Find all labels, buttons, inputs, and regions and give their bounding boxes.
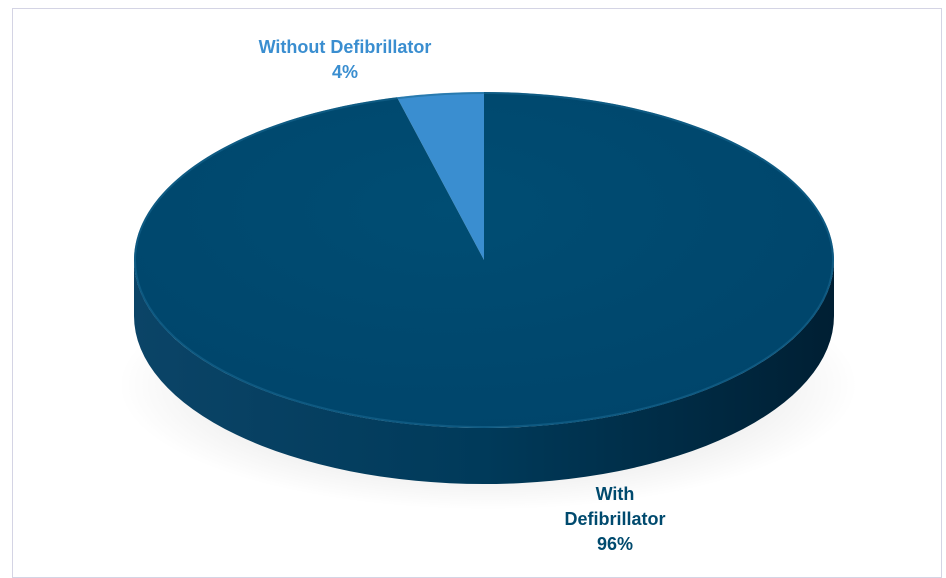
data-label-name-line-2: Defibrillator xyxy=(564,509,666,529)
pie-side-wall xyxy=(134,260,834,484)
data-label-percent: 96% xyxy=(596,534,634,554)
data-label-without-defibrillator: Without Defibrillator 4% xyxy=(230,35,460,85)
pie-slice-without-defibrillator xyxy=(396,92,484,260)
data-label-percent: 4% xyxy=(331,62,358,82)
data-label-name-line-1: With xyxy=(595,484,635,504)
data-label-name: Without Defibrillator xyxy=(258,37,432,57)
data-label-with-defibrillator: With Defibrillator 96% xyxy=(540,482,690,557)
pie-slice-with-defibrillator xyxy=(133,92,834,428)
pie-rim-highlight xyxy=(134,92,834,428)
